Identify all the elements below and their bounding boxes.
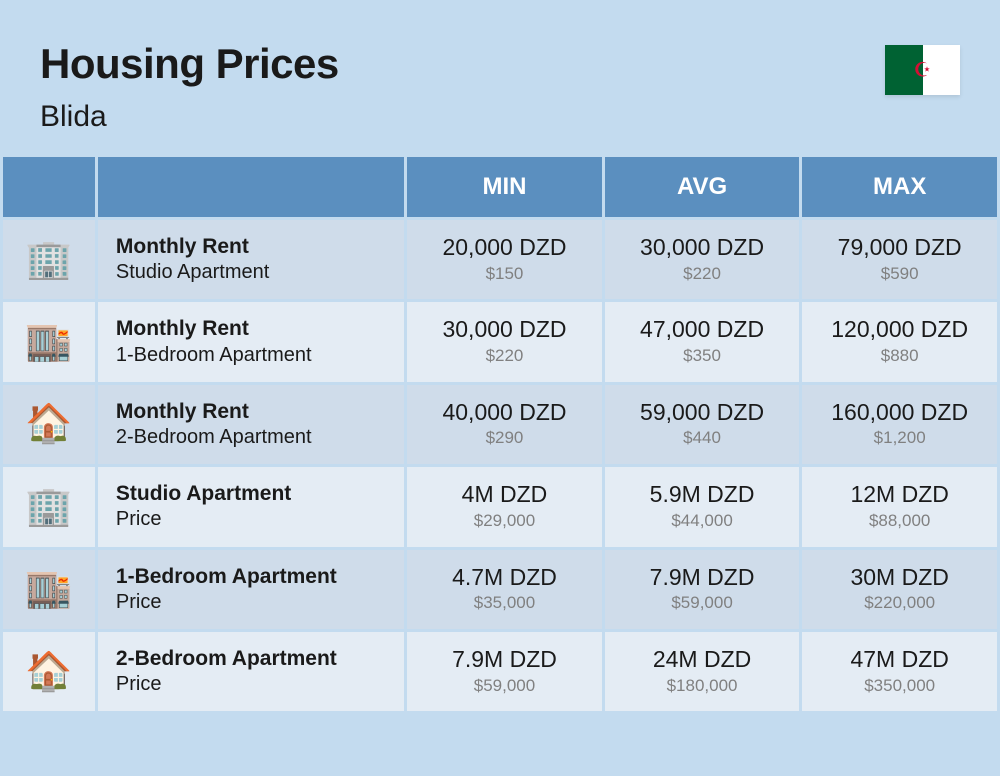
min-usd: $150	[417, 262, 592, 286]
building-icon: 🏢	[2, 219, 97, 301]
building-icon: 🏠	[2, 630, 97, 712]
min-cell: 7.9M DZD$59,000	[406, 630, 604, 712]
table-row: 🏢Studio ApartmentPrice4M DZD$29,0005.9M …	[2, 466, 999, 548]
max-cell: 47M DZD$350,000	[801, 630, 999, 712]
avg-cell: 47,000 DZD$350	[603, 301, 801, 383]
avg-usd: $44,000	[615, 509, 790, 533]
avg-cell: 7.9M DZD$59,000	[603, 548, 801, 630]
avg-value: 59,000 DZD	[615, 399, 790, 427]
max-value: 47M DZD	[812, 646, 987, 674]
flag-emblem-icon: ☪	[914, 58, 932, 83]
row-label-sub: Price	[116, 506, 394, 532]
row-label-title: 2-Bedroom Apartment	[116, 646, 394, 671]
housing-prices-table: MIN AVG MAX 🏢Monthly RentStudio Apartmen…	[0, 154, 1000, 714]
avg-value: 7.9M DZD	[615, 564, 790, 592]
min-cell: 4M DZD$29,000	[406, 466, 604, 548]
min-usd: $59,000	[417, 674, 592, 698]
building-icon: 🏬	[2, 548, 97, 630]
table-row: 🏠2-Bedroom ApartmentPrice7.9M DZD$59,000…	[2, 630, 999, 712]
avg-cell: 5.9M DZD$44,000	[603, 466, 801, 548]
avg-usd: $350	[615, 344, 790, 368]
avg-cell: 24M DZD$180,000	[603, 630, 801, 712]
row-label: Studio ApartmentPrice	[96, 466, 405, 548]
max-usd: $1,200	[812, 426, 987, 450]
avg-value: 5.9M DZD	[615, 481, 790, 509]
row-label-title: Studio Apartment	[116, 481, 394, 506]
row-label: Monthly RentStudio Apartment	[96, 219, 405, 301]
row-label-sub: 2-Bedroom Apartment	[116, 424, 394, 450]
min-usd: $290	[417, 426, 592, 450]
row-label-sub: 1-Bedroom Apartment	[116, 342, 394, 368]
max-value: 79,000 DZD	[812, 234, 987, 262]
min-cell: 4.7M DZD$35,000	[406, 548, 604, 630]
avg-value: 24M DZD	[615, 646, 790, 674]
col-header-min: MIN	[406, 156, 604, 219]
table-row: 🏢Monthly RentStudio Apartment20,000 DZD$…	[2, 219, 999, 301]
flag-right-stripe: ☪	[923, 45, 961, 95]
country-flag-icon: ☪	[885, 45, 960, 95]
building-icon: 🏢	[2, 466, 97, 548]
min-usd: $220	[417, 344, 592, 368]
table-row: 🏬1-Bedroom ApartmentPrice4.7M DZD$35,000…	[2, 548, 999, 630]
row-label: 1-Bedroom ApartmentPrice	[96, 548, 405, 630]
row-label-sub: Studio Apartment	[116, 259, 394, 285]
max-usd: $220,000	[812, 591, 987, 615]
max-usd: $590	[812, 262, 987, 286]
row-label-sub: Price	[116, 589, 394, 615]
page-title: Housing Prices	[40, 40, 960, 88]
avg-value: 47,000 DZD	[615, 316, 790, 344]
building-icon: 🏠	[2, 383, 97, 465]
max-cell: 30M DZD$220,000	[801, 548, 999, 630]
min-value: 4.7M DZD	[417, 564, 592, 592]
max-cell: 79,000 DZD$590	[801, 219, 999, 301]
max-value: 12M DZD	[812, 481, 987, 509]
min-value: 40,000 DZD	[417, 399, 592, 427]
avg-usd: $59,000	[615, 591, 790, 615]
min-cell: 30,000 DZD$220	[406, 301, 604, 383]
min-usd: $35,000	[417, 591, 592, 615]
row-label-sub: Price	[116, 671, 394, 697]
col-header-icon	[2, 156, 97, 219]
max-cell: 12M DZD$88,000	[801, 466, 999, 548]
min-value: 20,000 DZD	[417, 234, 592, 262]
max-value: 120,000 DZD	[812, 316, 987, 344]
avg-cell: 30,000 DZD$220	[603, 219, 801, 301]
col-header-max: MAX	[801, 156, 999, 219]
table-row: 🏬Monthly Rent1-Bedroom Apartment30,000 D…	[2, 301, 999, 383]
min-cell: 40,000 DZD$290	[406, 383, 604, 465]
max-usd: $350,000	[812, 674, 987, 698]
max-usd: $880	[812, 344, 987, 368]
city-name: Blida	[40, 100, 960, 134]
avg-value: 30,000 DZD	[615, 234, 790, 262]
row-label: Monthly Rent2-Bedroom Apartment	[96, 383, 405, 465]
max-value: 30M DZD	[812, 564, 987, 592]
max-value: 160,000 DZD	[812, 399, 987, 427]
min-value: 30,000 DZD	[417, 316, 592, 344]
avg-usd: $440	[615, 426, 790, 450]
col-header-avg: AVG	[603, 156, 801, 219]
col-header-label	[96, 156, 405, 219]
table-row: 🏠Monthly Rent2-Bedroom Apartment40,000 D…	[2, 383, 999, 465]
row-label-title: Monthly Rent	[116, 234, 394, 259]
min-value: 4M DZD	[417, 481, 592, 509]
page-header: Housing Prices Blida ☪	[0, 0, 1000, 154]
max-cell: 160,000 DZD$1,200	[801, 383, 999, 465]
row-label-title: Monthly Rent	[116, 399, 394, 424]
min-usd: $29,000	[417, 509, 592, 533]
row-label: Monthly Rent1-Bedroom Apartment	[96, 301, 405, 383]
table-header-row: MIN AVG MAX	[2, 156, 999, 219]
avg-usd: $220	[615, 262, 790, 286]
row-label-title: 1-Bedroom Apartment	[116, 564, 394, 589]
building-icon: 🏬	[2, 301, 97, 383]
row-label: 2-Bedroom ApartmentPrice	[96, 630, 405, 712]
min-cell: 20,000 DZD$150	[406, 219, 604, 301]
avg-usd: $180,000	[615, 674, 790, 698]
min-value: 7.9M DZD	[417, 646, 592, 674]
avg-cell: 59,000 DZD$440	[603, 383, 801, 465]
row-label-title: Monthly Rent	[116, 316, 394, 341]
max-cell: 120,000 DZD$880	[801, 301, 999, 383]
max-usd: $88,000	[812, 509, 987, 533]
